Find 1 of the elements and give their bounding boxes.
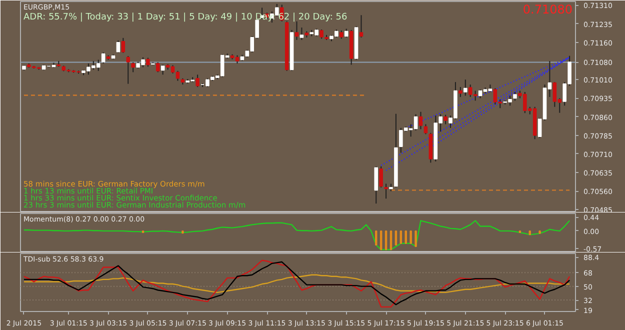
annotation: 0.71080 bbox=[522, 2, 572, 16]
